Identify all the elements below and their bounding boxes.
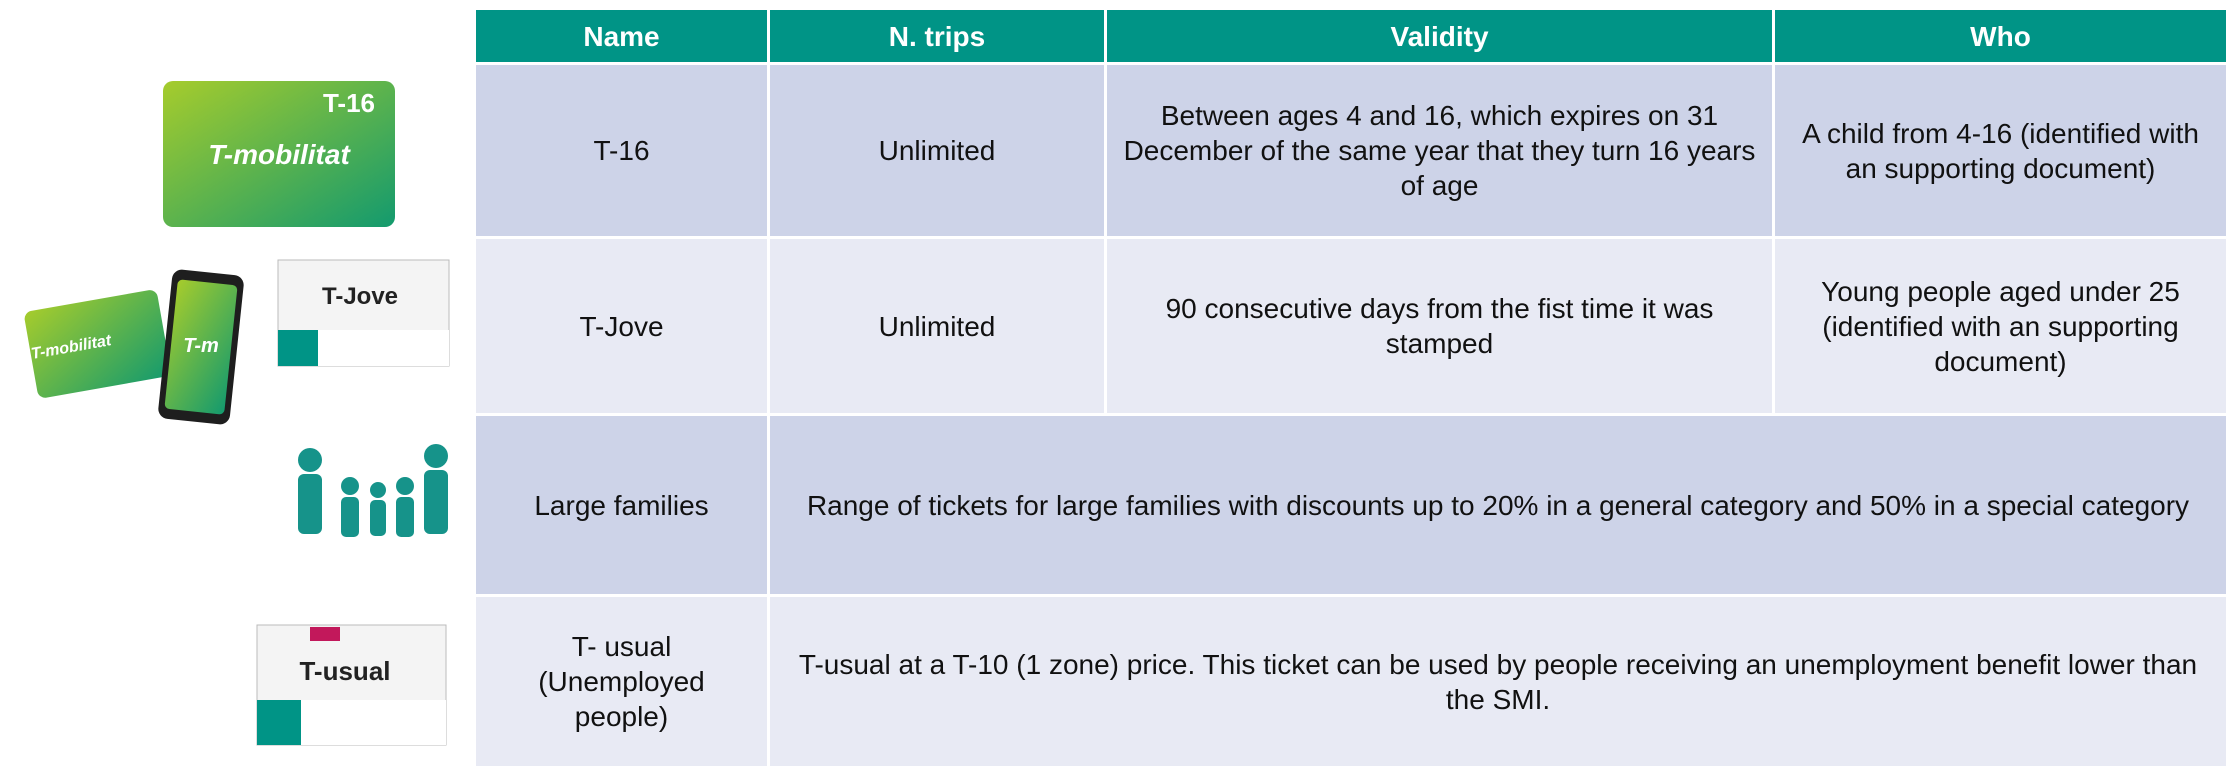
families-icon: [298, 444, 448, 537]
name-cell: T- usual (Unemployed people): [475, 596, 769, 768]
header-cell: Validity: [1106, 9, 1774, 64]
card-label: T-16: [323, 88, 375, 118]
tusual-ticket: T-usual: [257, 625, 446, 745]
header-cell: Who: [1774, 9, 2226, 64]
card-label: T-mobilitat: [208, 139, 351, 170]
table-cell: Unlimited: [769, 64, 1106, 238]
header-cell: Name: [475, 9, 769, 64]
table-cell: 90 consecutive days from the fist time i…: [1106, 238, 1774, 415]
mobile-cards: T-mobilitat T-m: [23, 269, 244, 426]
table-cell: Young people aged under 25 (identified w…: [1774, 238, 2226, 415]
table-cell: Unlimited: [769, 238, 1106, 415]
tjove-ticket: T-Jove: [278, 260, 449, 366]
header-cell: N. trips: [769, 9, 1106, 64]
ticket-label: T-Jove: [322, 283, 398, 310]
illustrations: T-16 T-mobilitat T-mobilitat T-m T-Jove …: [0, 0, 470, 768]
name-cell: T-16: [475, 64, 769, 238]
name-cell: Large families: [475, 415, 769, 596]
name-cell: T-Jove: [475, 238, 769, 415]
table-cell: T-usual at a T-10 (1 zone) price. This t…: [769, 596, 2226, 768]
ticket-label: T-usual: [299, 656, 390, 686]
table-cell: Range of tickets for large families with…: [769, 415, 2226, 596]
table-cell: Between ages 4 and 16, which expires on …: [1106, 64, 1774, 238]
table-row: T- usual (Unemployed people)T-usual at a…: [475, 596, 2226, 768]
card-label: T-m: [183, 335, 219, 357]
table-cell: A child from 4-16 (identified with an su…: [1774, 64, 2226, 238]
t16-card: T-16 T-mobilitat: [163, 81, 395, 227]
